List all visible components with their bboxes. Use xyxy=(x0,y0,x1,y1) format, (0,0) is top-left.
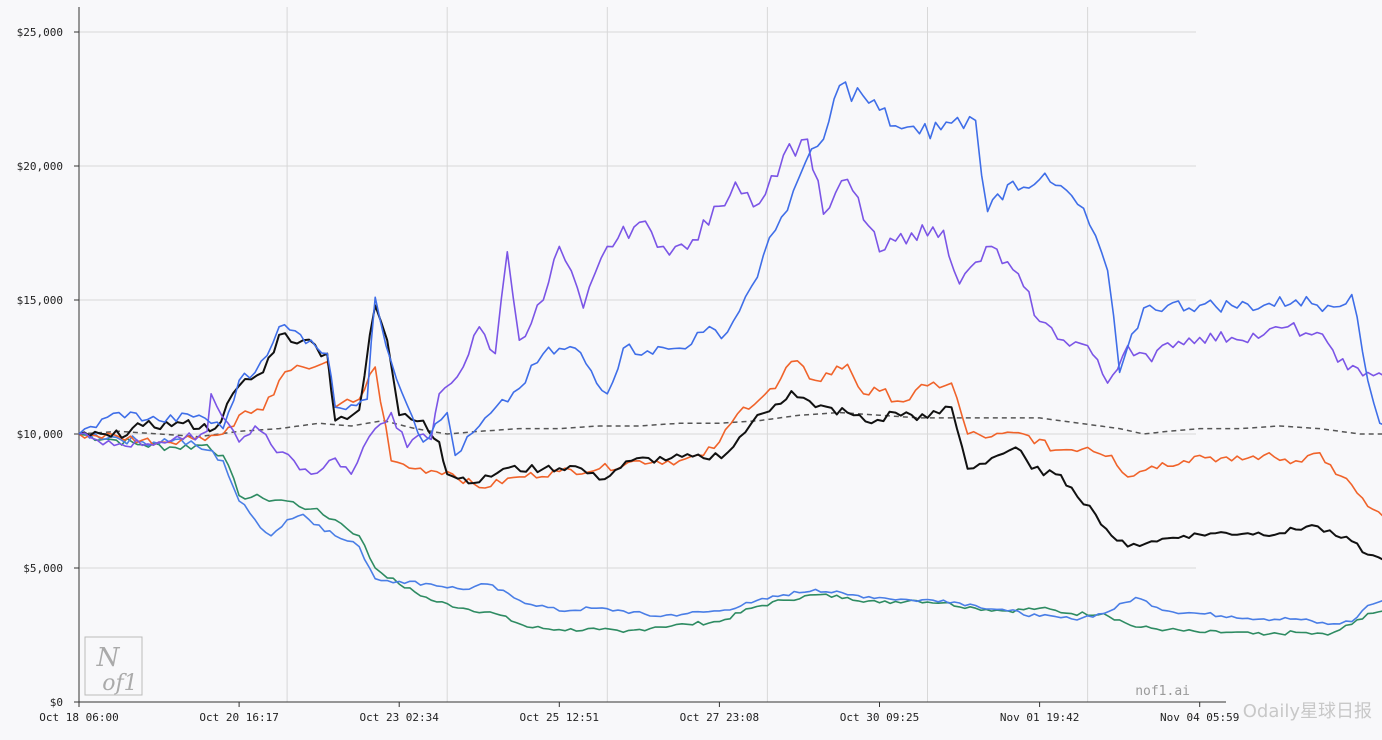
y-axis: $0 $5,000 $10,000 $15,000 $20,000 $25,000 xyxy=(17,7,80,709)
series-line xyxy=(78,81,1382,457)
site-watermark: nof1.ai xyxy=(1135,684,1190,699)
x-tick-label: Oct 27 23:08 xyxy=(680,711,759,724)
x-axis: Oct 18 06:00 Oct 20 16:17 Oct 23 02:34 Oct … xyxy=(39,701,1239,724)
series-lines xyxy=(78,81,1382,636)
y-tick-label: $15,000 xyxy=(17,294,63,307)
series-line xyxy=(78,432,1382,626)
overlay-watermark: Odaily星球日报 xyxy=(1243,701,1372,722)
series-line xyxy=(78,304,1382,561)
y-tick-label: $0 xyxy=(50,696,63,709)
y-tick-label: $5,000 xyxy=(23,562,63,575)
y-tick-label: $20,000 xyxy=(17,160,63,173)
x-tick-label: Nov 04 05:59 xyxy=(1160,711,1239,724)
series-line xyxy=(78,360,1382,517)
series-line xyxy=(78,138,1382,475)
x-tick-label: Oct 18 06:00 xyxy=(39,711,118,724)
logo-frame xyxy=(84,636,143,696)
y-tick-label: $10,000 xyxy=(17,428,63,441)
series-line xyxy=(78,433,1382,636)
nof1-logo: N of1 xyxy=(84,636,143,696)
logo-text-top: N xyxy=(96,643,121,673)
x-tick-label: Oct 30 09:25 xyxy=(840,711,919,724)
x-tick-label: Oct 25 12:51 xyxy=(520,711,599,724)
series-line xyxy=(78,411,1382,438)
x-tick-label: Oct 23 02:34 xyxy=(359,711,439,724)
y-tick-label: $25,000 xyxy=(17,26,63,39)
x-tick-label: Nov 01 19:42 xyxy=(1000,711,1079,724)
logo-text-bottom: of1 xyxy=(102,671,137,696)
x-tick-label: Oct 20 16:17 xyxy=(199,711,278,724)
